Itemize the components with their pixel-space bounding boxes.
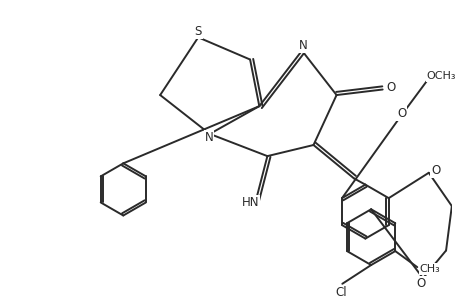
Text: O: O xyxy=(430,164,439,178)
Text: N: N xyxy=(204,131,213,144)
Text: HN: HN xyxy=(241,196,259,209)
Text: O: O xyxy=(385,81,395,94)
Text: S: S xyxy=(194,26,202,38)
Text: O: O xyxy=(415,277,425,290)
Text: CH₃: CH₃ xyxy=(419,264,439,274)
Text: N: N xyxy=(298,39,307,52)
Text: O: O xyxy=(396,107,405,120)
Text: OCH₃: OCH₃ xyxy=(425,71,455,81)
Text: Cl: Cl xyxy=(335,286,347,299)
